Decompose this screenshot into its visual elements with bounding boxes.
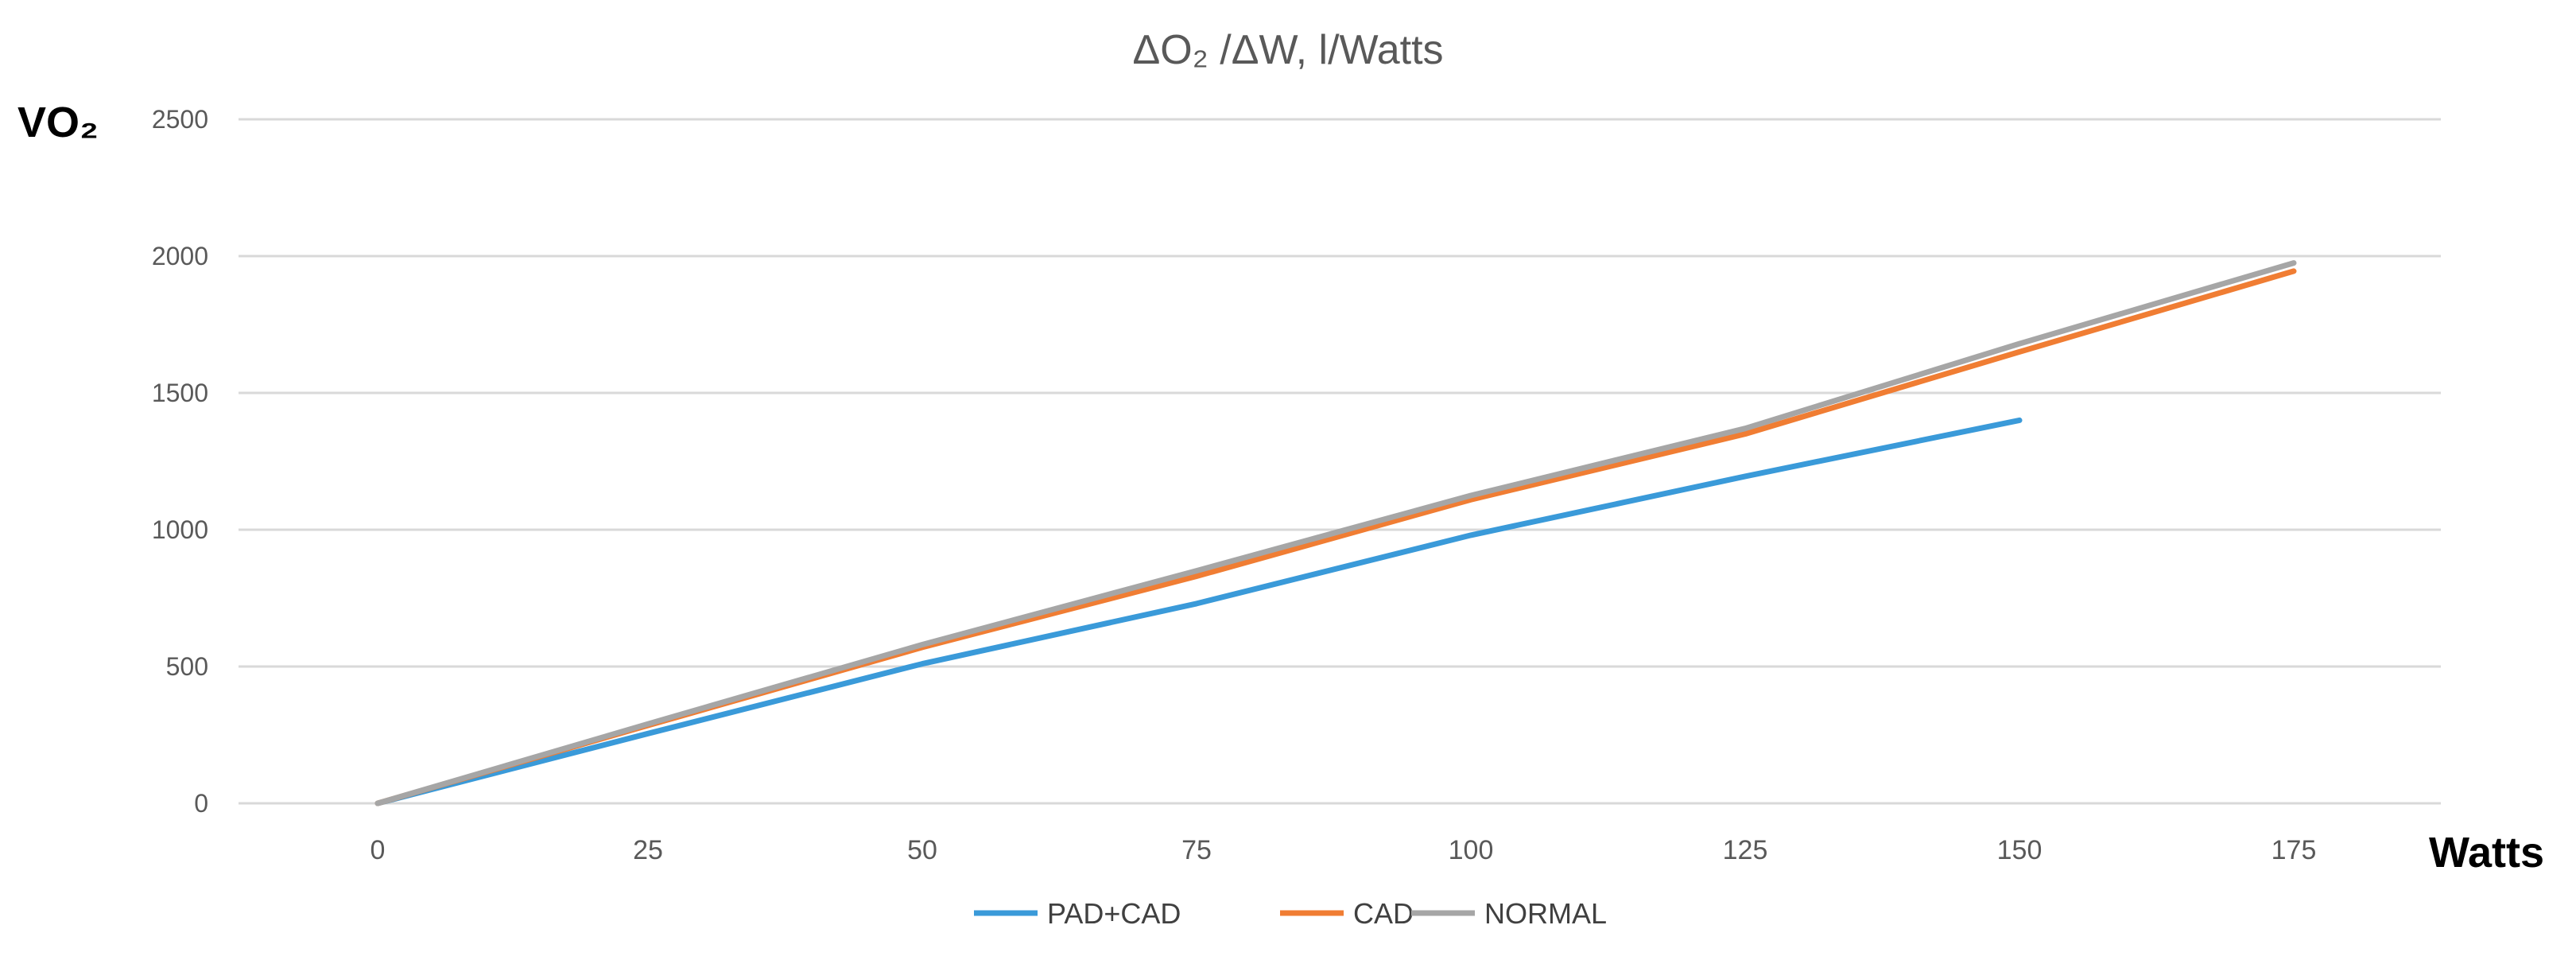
chart-title: ΔO₂ /ΔW, l/Watts <box>1132 27 1443 73</box>
x-tick-label: 125 <box>1723 835 1768 865</box>
legend-label: PAD+CAD <box>1047 897 1181 930</box>
y-tick-label: 2500 <box>152 105 208 134</box>
y-tick-labels: 0 500 1000 1500 2000 2500 <box>152 105 208 818</box>
y-tick-label: 0 <box>194 789 208 818</box>
x-tick-label: 25 <box>633 835 663 865</box>
x-tick-labels: 0 25 50 75 100 125 150 175 <box>370 835 2317 865</box>
y-tick-label: 1500 <box>152 379 208 407</box>
x-tick-label: 50 <box>907 835 937 865</box>
x-tick-label: 75 <box>1181 835 1212 865</box>
x-tick-label: 100 <box>1449 835 1494 865</box>
legend-label: CAD <box>1353 897 1414 930</box>
x-axis-label: Watts <box>2429 829 2544 876</box>
y-tick-label: 500 <box>166 652 208 681</box>
legend-label: NORMAL <box>1484 897 1607 930</box>
x-tick-label: 150 <box>1997 835 2043 865</box>
y-tick-label: 1000 <box>152 515 208 544</box>
gridlines <box>239 118 2441 805</box>
series-line-normal <box>374 260 2297 806</box>
y-tick-label: 2000 <box>152 242 208 270</box>
x-tick-label: 175 <box>2271 835 2317 865</box>
series-line-pad-cad <box>374 417 2023 806</box>
series-line-cad <box>374 268 2297 806</box>
series-lines <box>374 260 2297 806</box>
legend: PAD+CAD CAD NORMAL <box>974 897 1607 930</box>
x-tick-label: 0 <box>370 835 386 865</box>
y-axis-label: VO₂ <box>17 99 99 146</box>
